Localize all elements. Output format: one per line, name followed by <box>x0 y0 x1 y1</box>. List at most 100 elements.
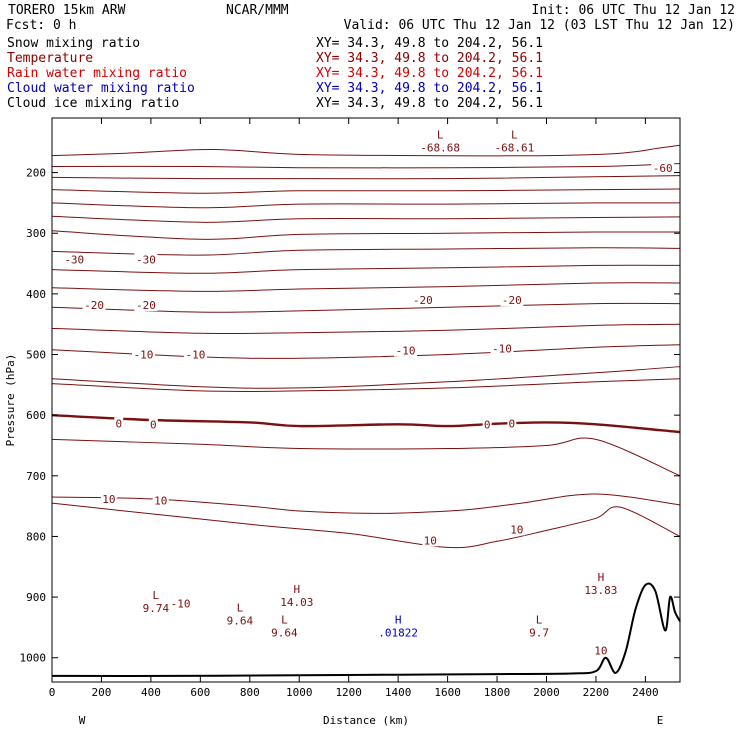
temperature-extremum-type: L <box>511 128 518 141</box>
contour-label-bg <box>131 348 155 361</box>
field-xy: XY= 34.3, 49.8 to 204.2, 56.1 <box>316 96 543 111</box>
contour-label-bg <box>394 344 418 357</box>
plot-area: -60 -30 -30 -20 -20 -20 -20 -10 -10 -10 -10 0 0 0 0 10 1… <box>51 128 681 677</box>
contour-label-bg <box>508 523 525 536</box>
contour-label: 0 <box>150 418 157 431</box>
center-name: NCAR/MMM <box>226 3 289 18</box>
y-tick-label: 600 <box>26 409 46 422</box>
contour-label-bg <box>152 494 169 507</box>
contour-label-bg <box>651 161 675 174</box>
init-time: Init: 06 UTC Thu 12 Jan 12 <box>532 3 736 18</box>
x-tick-label: 400 <box>141 686 161 699</box>
contour-label-bg <box>62 253 86 266</box>
contour-label-bg <box>490 342 514 355</box>
contour-label: 0 <box>509 417 516 430</box>
x-tick-label: 2200 <box>583 686 610 699</box>
contour-label: -20 <box>413 294 433 307</box>
temperature-contour <box>51 188 681 194</box>
contour-label-bg <box>169 597 193 610</box>
contour-label: -20 <box>136 299 156 312</box>
temperature-contour <box>51 378 681 393</box>
temperature-extremum-type: H <box>598 571 605 584</box>
temperature-contour <box>51 215 681 223</box>
temperature-extremum-type: L <box>153 589 160 602</box>
contour-label: -30 <box>136 254 156 267</box>
contour-label: 10 <box>594 645 607 658</box>
temperature-extremum-value: 9.64 <box>227 614 254 627</box>
field-name: Cloud water mixing ratio <box>7 81 195 96</box>
temperature-contour <box>51 437 681 477</box>
contour-label: -10 <box>171 597 191 610</box>
cloud-water-extremum-type: H <box>395 613 402 626</box>
y-tick-label: 700 <box>26 470 46 483</box>
temperature-contour <box>51 344 681 359</box>
contour-label-bg <box>507 417 517 430</box>
temperature-contour <box>51 502 681 549</box>
temperature-extremum-type: L <box>281 613 288 626</box>
x-tick-label: 2000 <box>533 686 560 699</box>
temperature-extremum-value: 9.74 <box>143 602 170 615</box>
contour-label: -10 <box>492 343 512 356</box>
temperature-contour <box>51 230 681 240</box>
field-xy: XY= 34.3, 49.8 to 204.2, 56.1 <box>316 51 543 66</box>
contour-label-bg <box>183 348 207 361</box>
x-tick-label: 2400 <box>632 686 659 699</box>
contour-label: -30 <box>64 254 84 267</box>
field-name: Temperature <box>7 51 93 66</box>
contour-label-bg <box>411 294 435 307</box>
model-title: TORERO 15km ARW <box>8 3 126 18</box>
terrain-line <box>51 582 681 677</box>
field-xy: XY= 34.3, 49.8 to 204.2, 56.1 <box>316 81 543 96</box>
y-tick-label: 1000 <box>20 652 47 665</box>
contour-label-bg <box>134 299 158 311</box>
contour-label-bg <box>134 253 158 266</box>
forecast-hour: Fcst: 0 h <box>6 18 76 33</box>
contour-label-bg <box>114 417 124 430</box>
x-tick-label: 0 <box>49 686 56 699</box>
contour-label-bg <box>82 299 106 311</box>
field-xy: XY= 34.3, 49.8 to 204.2, 56.1 <box>316 36 543 51</box>
temperature-extremum-value: 14.03 <box>280 596 313 609</box>
contour-label: 10 <box>424 534 437 547</box>
contour-label-bg <box>148 418 158 431</box>
contour-label: -20 <box>502 294 522 307</box>
plot-frame <box>51 117 681 683</box>
x-tick-label: 800 <box>240 686 260 699</box>
contour-label: 0 <box>484 418 491 431</box>
temperature-contour <box>51 366 681 389</box>
temperature-extremum-value: 9.7 <box>529 626 549 639</box>
temperature-extremum-value: -68.68 <box>420 141 460 154</box>
temperature-contour <box>51 163 681 169</box>
temperature-extremum-type: L <box>536 613 543 626</box>
temperature-contour <box>51 144 681 157</box>
y-tick-label: 500 <box>26 349 46 362</box>
contour-label: -20 <box>84 299 104 312</box>
y-tick-label: 400 <box>26 288 46 301</box>
contour-label: -10 <box>185 349 205 362</box>
y-axis-label: Pressure (hPa) <box>4 354 17 447</box>
contour-label-bg <box>100 493 117 506</box>
contour-label-bg <box>422 534 439 547</box>
east-label: E <box>657 714 664 727</box>
y-tick-label: 900 <box>26 591 46 604</box>
contour-label: 10 <box>154 494 167 507</box>
field-name: Snow mixing ratio <box>7 36 140 51</box>
contour-label: 10 <box>510 523 523 536</box>
x-tick-label: 1600 <box>434 686 461 699</box>
temperature-contour <box>51 414 681 434</box>
contour-label: -10 <box>396 344 416 357</box>
x-tick-label: 1800 <box>484 686 511 699</box>
contour-label-bg <box>592 644 609 657</box>
x-tick-label: 200 <box>92 686 112 699</box>
temperature-contour <box>51 282 681 292</box>
contour-label: 10 <box>102 493 115 506</box>
y-tick-label: 800 <box>26 530 46 543</box>
y-tick-label: 300 <box>26 227 46 240</box>
temperature-extremum-value: -68.61 <box>494 141 534 154</box>
temperature-extremum-value: 13.83 <box>584 584 617 597</box>
x-tick-label: 1400 <box>385 686 412 699</box>
cloud-water-extremum-value: .01822 <box>378 626 418 639</box>
temperature-contour <box>51 264 681 274</box>
contour-label: -10 <box>134 349 154 362</box>
